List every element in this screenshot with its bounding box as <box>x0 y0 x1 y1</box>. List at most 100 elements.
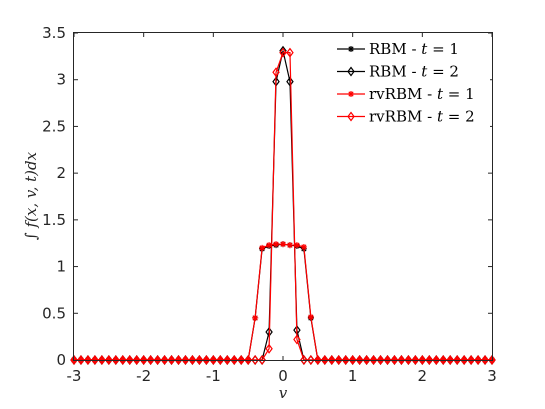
legend-label: RBM - t = 2 <box>369 63 459 81</box>
data-point <box>251 355 259 365</box>
data-point <box>258 355 266 365</box>
legend-label-suffix: = 1 <box>443 85 475 103</box>
data-point <box>314 355 322 365</box>
y-tick-label: 2.5 <box>42 117 66 135</box>
data-point <box>202 355 211 365</box>
data-point <box>446 355 454 365</box>
x-tick-label: 2 <box>418 367 428 385</box>
data-point <box>273 241 280 248</box>
data-point <box>383 355 392 365</box>
data-point <box>125 355 134 365</box>
legend-label: RBM - t = 1 <box>369 40 459 58</box>
data-point <box>432 355 441 365</box>
data-point <box>474 355 482 365</box>
data-point <box>167 355 176 365</box>
data-point <box>266 242 273 249</box>
legend-label: rvRBM - t = 1 <box>369 85 475 103</box>
data-point <box>293 334 301 345</box>
plot-area-frame <box>73 32 493 361</box>
data-point <box>453 355 461 365</box>
data-point <box>160 355 169 365</box>
legend-entry: rvRBM - t = 1 <box>337 85 475 103</box>
x-tick-label: 3 <box>487 367 497 385</box>
data-point <box>119 355 127 365</box>
data-point <box>481 355 489 365</box>
data-point <box>328 355 336 365</box>
data-point <box>321 355 329 365</box>
x-tick-label: -3 <box>67 367 82 385</box>
legend-marker <box>347 111 355 122</box>
data-point <box>286 76 294 87</box>
data-point <box>362 355 371 365</box>
data-point <box>153 355 162 365</box>
legend-label: rvRBM - t = 2 <box>369 108 475 126</box>
legend-label-var: t <box>437 85 444 103</box>
legend-entry: RBM - t = 2 <box>337 63 459 81</box>
data-point <box>279 47 287 58</box>
legend-label-suffix: = 1 <box>427 40 459 58</box>
legend-label-prefix: RBM - <box>369 63 421 81</box>
data-point <box>460 355 468 365</box>
data-point <box>70 355 78 365</box>
series-line <box>74 243 492 361</box>
data-point <box>174 355 183 365</box>
legend-label-var: t <box>421 40 428 58</box>
legend-marker <box>347 66 355 77</box>
data-point <box>369 355 378 365</box>
data-point <box>488 355 496 365</box>
y-tick-label: 3.5 <box>42 24 66 42</box>
x-axis-label: v <box>279 384 288 402</box>
data-point <box>195 355 204 365</box>
data-point <box>84 355 92 365</box>
data-point <box>418 355 427 365</box>
legend-marker <box>348 91 354 97</box>
data-point <box>265 343 273 354</box>
data-point <box>230 355 238 365</box>
data-point <box>181 355 190 365</box>
legend-entry: RBM - t = 1 <box>337 40 459 58</box>
data-point <box>279 45 287 56</box>
x-tick-label: -1 <box>206 367 221 385</box>
series-line <box>74 243 492 361</box>
data-point <box>348 355 357 365</box>
data-point <box>105 355 113 365</box>
data-point <box>307 314 314 321</box>
data-point <box>397 355 406 365</box>
legend-label-var: t <box>437 108 444 126</box>
data-point <box>223 355 232 365</box>
data-point <box>425 355 434 365</box>
y-tick-label: 1 <box>56 258 66 276</box>
y-tick-label: 3 <box>56 71 66 89</box>
legend-label-prefix: RBM - <box>369 40 421 58</box>
data-point <box>272 67 280 78</box>
legend-box <box>333 37 490 129</box>
series-4 <box>70 47 496 365</box>
legend-label-suffix: = 2 <box>427 63 459 81</box>
data-point <box>300 355 308 365</box>
data-point <box>411 355 420 365</box>
data-point <box>98 355 106 365</box>
data-point <box>341 355 350 365</box>
data-point <box>259 244 266 251</box>
y-tick-label: 0.5 <box>42 304 66 322</box>
data-point <box>146 355 155 365</box>
data-point <box>334 355 343 365</box>
data-point <box>286 242 293 249</box>
y-tick-label: 0 <box>56 351 66 369</box>
data-point <box>77 355 85 365</box>
legend-marker <box>348 46 354 52</box>
data-point <box>300 243 307 250</box>
data-point <box>216 355 225 365</box>
data-point <box>252 314 259 321</box>
data-point <box>467 355 475 365</box>
data-point <box>188 355 197 365</box>
y-axis-label: ∫ f(x, v, t)dx <box>22 151 40 240</box>
series-1 <box>71 241 495 363</box>
data-point <box>132 355 141 365</box>
data-point <box>237 355 245 365</box>
legend-label-suffix: = 2 <box>443 108 475 126</box>
x-tick-label: 1 <box>348 367 358 385</box>
data-point <box>404 355 413 365</box>
data-point <box>293 242 300 249</box>
